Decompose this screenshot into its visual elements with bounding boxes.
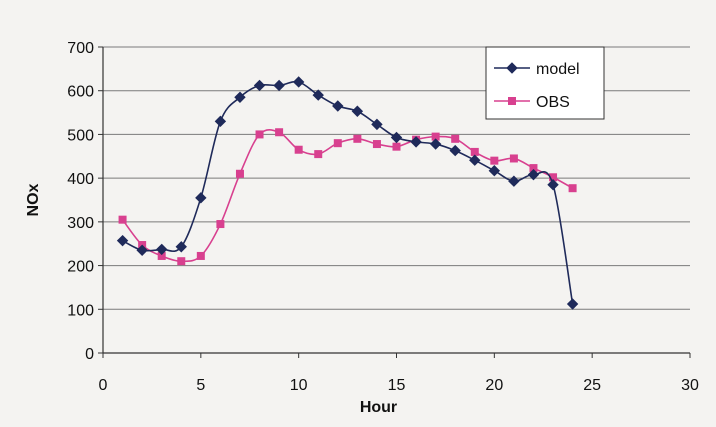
y-tick-label-0: 0 bbox=[85, 346, 94, 363]
data-point-obs-7 bbox=[235, 169, 244, 178]
legend-marker-model bbox=[506, 62, 518, 74]
legend-box bbox=[485, 46, 605, 120]
data-point-obs-23 bbox=[549, 173, 558, 182]
data-point-model-1 bbox=[116, 234, 129, 247]
series-model bbox=[116, 76, 579, 310]
data-point-obs-18 bbox=[451, 134, 460, 143]
data-point-obs-5 bbox=[196, 251, 205, 260]
x-tick-label-15: 15 bbox=[388, 377, 406, 394]
y-tick-label-100: 100 bbox=[67, 302, 94, 319]
data-point-model-19 bbox=[469, 154, 481, 166]
data-point-model-23 bbox=[547, 178, 559, 191]
data-point-model-16 bbox=[410, 136, 422, 148]
series bbox=[116, 76, 579, 310]
data-point-model-5 bbox=[195, 192, 207, 204]
series-line-obs bbox=[121, 128, 573, 263]
y-axis-title: NOx bbox=[25, 183, 42, 216]
y-tick-label-400: 400 bbox=[67, 171, 94, 188]
data-point-obs-11 bbox=[314, 150, 323, 159]
x-tick-label-30: 30 bbox=[681, 377, 699, 394]
series-obs bbox=[118, 128, 577, 266]
data-point-model-21 bbox=[508, 175, 520, 187]
tick-labels: 0 100 200 300 400 500 600 700 0 5 10 15 20 25 30 bbox=[67, 40, 699, 394]
data-point-model-9 bbox=[273, 79, 285, 92]
legend-label-model: model bbox=[536, 61, 580, 78]
x-tick-label-0: 0 bbox=[99, 377, 108, 394]
x-axis-title: Hour bbox=[360, 399, 397, 416]
data-point-obs-4 bbox=[177, 257, 186, 266]
data-point-model-20 bbox=[488, 165, 501, 177]
y-tick-label-300: 300 bbox=[67, 215, 94, 232]
data-point-model-17 bbox=[429, 138, 442, 150]
data-point-model-18 bbox=[449, 144, 461, 157]
y-tick-label-200: 200 bbox=[67, 259, 94, 276]
y-tick-label-500: 500 bbox=[67, 127, 94, 144]
y-tick-label-700: 700 bbox=[67, 40, 94, 57]
data-point-model-4 bbox=[175, 241, 187, 253]
data-point-obs-12 bbox=[333, 139, 342, 148]
data-point-model-6 bbox=[214, 115, 227, 128]
data-point-model-2 bbox=[136, 244, 148, 256]
data-point-obs-8 bbox=[255, 130, 264, 139]
data-point-obs-9 bbox=[275, 128, 284, 137]
legend: model OBS bbox=[485, 46, 605, 120]
data-point-obs-6 bbox=[216, 220, 225, 229]
x-tick-label-20: 20 bbox=[485, 377, 503, 394]
data-point-model-7 bbox=[234, 91, 246, 103]
data-point-model-8 bbox=[253, 79, 266, 92]
data-point-obs-22 bbox=[529, 164, 538, 173]
data-point-obs-14 bbox=[372, 140, 381, 149]
legend-label-obs: OBS bbox=[536, 94, 570, 111]
data-point-model-12 bbox=[332, 100, 344, 112]
x-tick-label-5: 5 bbox=[196, 377, 205, 394]
data-point-obs-10 bbox=[294, 145, 303, 154]
data-point-obs-3 bbox=[157, 251, 166, 260]
data-point-model-10 bbox=[292, 76, 305, 88]
data-point-obs-21 bbox=[509, 154, 518, 163]
axes bbox=[98, 46, 691, 358]
data-point-model-24 bbox=[566, 298, 579, 310]
data-point-model-14 bbox=[371, 118, 383, 131]
data-point-obs-1 bbox=[118, 215, 127, 224]
data-point-model-13 bbox=[351, 105, 364, 117]
data-point-obs-15 bbox=[392, 142, 401, 151]
data-point-model-3 bbox=[155, 243, 168, 256]
y-tick-label-600: 600 bbox=[67, 84, 94, 101]
data-point-model-15 bbox=[390, 131, 403, 144]
data-point-obs-13 bbox=[353, 134, 362, 143]
legend-entries: model OBS bbox=[494, 61, 580, 111]
data-point-obs-17 bbox=[431, 132, 440, 141]
legend-marker-obs bbox=[508, 97, 516, 105]
data-point-obs-24 bbox=[568, 184, 577, 193]
data-point-obs-19 bbox=[470, 147, 479, 156]
data-point-model-22 bbox=[527, 168, 540, 181]
data-point-obs-20 bbox=[490, 156, 499, 165]
x-tick-label-25: 25 bbox=[583, 377, 601, 394]
x-tick-label-10: 10 bbox=[290, 377, 308, 394]
data-point-model-11 bbox=[312, 89, 324, 101]
